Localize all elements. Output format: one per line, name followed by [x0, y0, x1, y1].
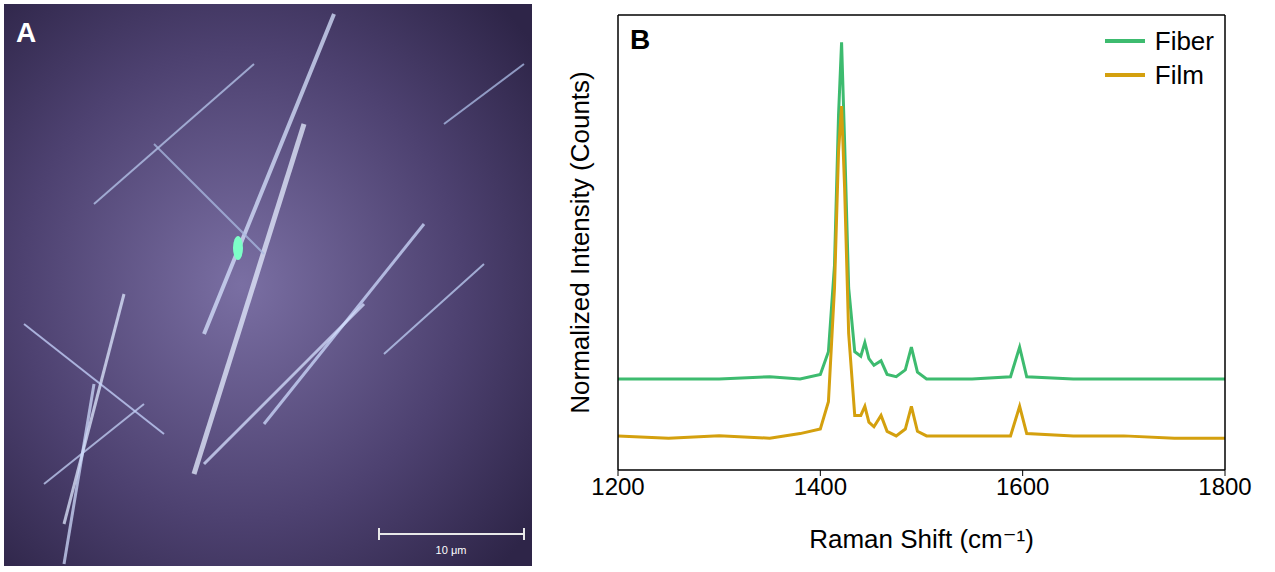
svg-text:1800: 1800: [1198, 473, 1251, 500]
svg-text:1400: 1400: [794, 473, 847, 500]
svg-text:1200: 1200: [591, 473, 644, 500]
html-text:Fiber: Fiber: [1154, 25, 1214, 56]
svg-text:Normalized Intensity (Counts): Normalized Intensity (Counts): [565, 71, 595, 413]
svg-text:1600: 1600: [996, 473, 1049, 500]
html-text:B: B: [630, 24, 651, 55]
svg-text:10 μm: 10 μm: [436, 544, 467, 556]
svg-text:Raman Shift (cm⁻¹): Raman Shift (cm⁻¹): [809, 524, 1034, 554]
html-text:Film: Film: [1154, 59, 1204, 90]
svg-text:A: A: [16, 17, 36, 48]
